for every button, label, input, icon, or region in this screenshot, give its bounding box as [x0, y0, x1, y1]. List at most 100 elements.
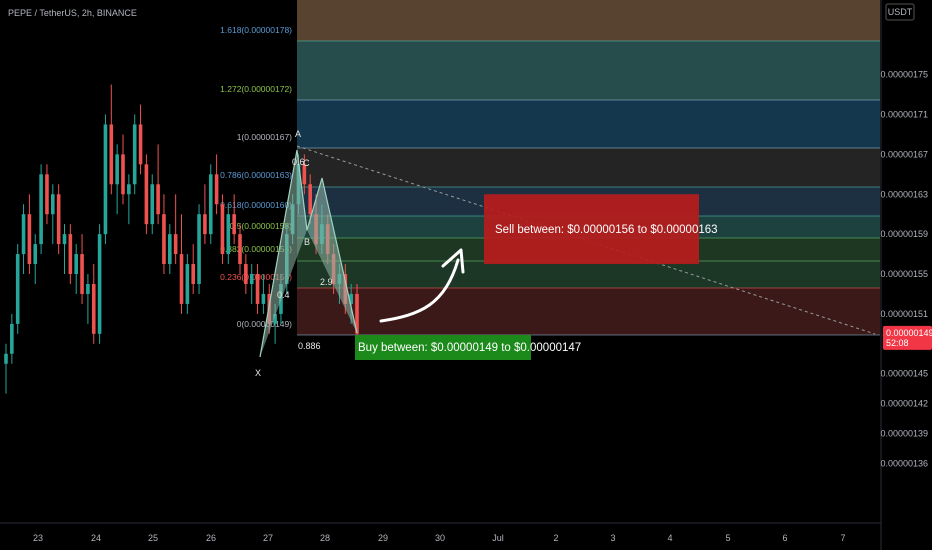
pattern-path	[259, 149, 358, 358]
candle-body	[203, 214, 207, 235]
pattern-ratio-label: 0.4	[277, 290, 290, 300]
candle-body	[144, 164, 149, 225]
fib-level-label: 1.272(0.00000172)	[220, 84, 292, 94]
fib-zone	[297, 100, 880, 148]
x-tick-label: 4	[667, 533, 672, 543]
candle-body	[39, 174, 43, 245]
candle-body	[302, 164, 307, 185]
x-tick-label: 27	[263, 533, 273, 543]
fib-level-label: 1(0.00000167)	[237, 132, 292, 142]
candle-body	[10, 323, 14, 354]
dashed-trendline	[296, 145, 876, 335]
y-tick-label: 0.00000151	[880, 309, 928, 319]
x-tick-label: 2	[553, 533, 558, 543]
x-tick-label: 30	[435, 533, 445, 543]
candle-body	[238, 234, 242, 265]
candle-body	[45, 174, 49, 215]
candle-body	[62, 234, 67, 245]
projection-arrow-head	[441, 248, 465, 274]
candle-body	[33, 244, 38, 265]
last-price-tag	[883, 325, 932, 350]
pattern-ratio-label: 2.9	[320, 277, 333, 287]
y-tick-label: 0.00000155	[880, 269, 928, 279]
candle-body	[308, 184, 312, 215]
fib-zone	[297, 0, 880, 41]
fib-level-label: 0.786(0.00000163)	[220, 170, 292, 180]
fib-level-label: 1.618(0.00000178)	[220, 25, 292, 35]
candle-body	[355, 293, 359, 334]
candle-body	[197, 214, 201, 284]
y-tick-label: 0.00000139	[880, 429, 928, 439]
pattern-point-label: A	[295, 129, 301, 139]
x-tick-label: 25	[148, 533, 158, 543]
fib-level-label: 0.618(0.00000160)	[220, 200, 292, 210]
x-tick-label: 28	[320, 533, 330, 543]
candle-body	[121, 154, 125, 195]
candle-body	[127, 184, 131, 195]
candle-body	[191, 264, 195, 284]
y-tick-label: 0.00000136	[880, 458, 928, 468]
last-price-countdown: 52:08	[886, 338, 909, 348]
annotations: Sell between: $0.00000156 to $0.00000163…	[296, 145, 876, 360]
fib-level-label: 0(0.00000149)	[237, 319, 292, 329]
x-tick-label: 23	[33, 533, 43, 543]
sell-zone-text: Sell between: $0.00000156 to $0.00000163	[495, 224, 718, 236]
x-tick-label: 29	[378, 533, 388, 543]
y-tick-label: 0.00000163	[880, 189, 928, 199]
last-price-value: 0.00000149	[886, 328, 932, 338]
candle-body	[21, 214, 26, 255]
x-tick-label: 5	[725, 533, 730, 543]
candle-body	[214, 174, 219, 205]
y-tick-label: 0.00000175	[880, 70, 928, 80]
candle-body	[56, 194, 61, 245]
candle-body	[80, 254, 84, 294]
candle-body	[150, 184, 155, 225]
projection-arrow-shaft	[379, 258, 460, 323]
candle-body	[232, 214, 236, 235]
buy-zone-text: Buy between: $0.00000149 to $0.00000147	[358, 342, 581, 354]
x-tick-label: Jul	[492, 533, 504, 543]
x-tick-label: 26	[206, 533, 216, 543]
candle-body	[115, 154, 119, 185]
fib-level-label: 0.382(0.00000156)	[220, 244, 292, 254]
candle-body	[15, 254, 20, 324]
fib-zone	[297, 41, 880, 100]
currency-button[interactable]	[885, 3, 915, 21]
candle-body	[109, 124, 114, 185]
x-tick-label: 24	[91, 533, 101, 543]
y-tick-label: 0.00000171	[880, 109, 928, 119]
candle-body	[261, 293, 266, 304]
fib-zone	[297, 148, 880, 187]
currency-button-label: USDT	[888, 7, 913, 17]
x-tick-label: 7	[840, 533, 845, 543]
candle-body	[138, 124, 143, 165]
candle-body	[244, 264, 248, 284]
candle-body	[226, 214, 231, 255]
y-tick-label: 0.00000142	[880, 399, 928, 409]
x-tick-label: 3	[610, 533, 615, 543]
x-tick-label: 6	[782, 533, 787, 543]
candle-body	[103, 124, 108, 235]
buy-zone-box	[355, 335, 531, 360]
candle-body	[162, 214, 166, 265]
fib-level-label: 0.5(0.00000158)	[230, 221, 293, 231]
candle-body	[255, 274, 260, 304]
candle-body	[349, 293, 353, 304]
candle-body	[208, 174, 213, 235]
candle-body	[179, 254, 184, 304]
candle-body	[173, 234, 178, 255]
candle-body	[220, 204, 225, 255]
candle-body	[249, 274, 254, 284]
fib-zone	[297, 261, 880, 288]
pattern-point-label: B	[304, 237, 310, 247]
sell-zone-box	[484, 194, 699, 265]
candle-body	[4, 353, 8, 364]
pattern-xab-triangle	[260, 150, 307, 357]
y-tick-label: 0.00000159	[880, 229, 928, 239]
y-tick-label: 0.00000145	[880, 369, 928, 379]
candle-body	[68, 234, 73, 275]
candle-body	[132, 124, 137, 185]
pattern-point-label: C	[303, 158, 310, 168]
